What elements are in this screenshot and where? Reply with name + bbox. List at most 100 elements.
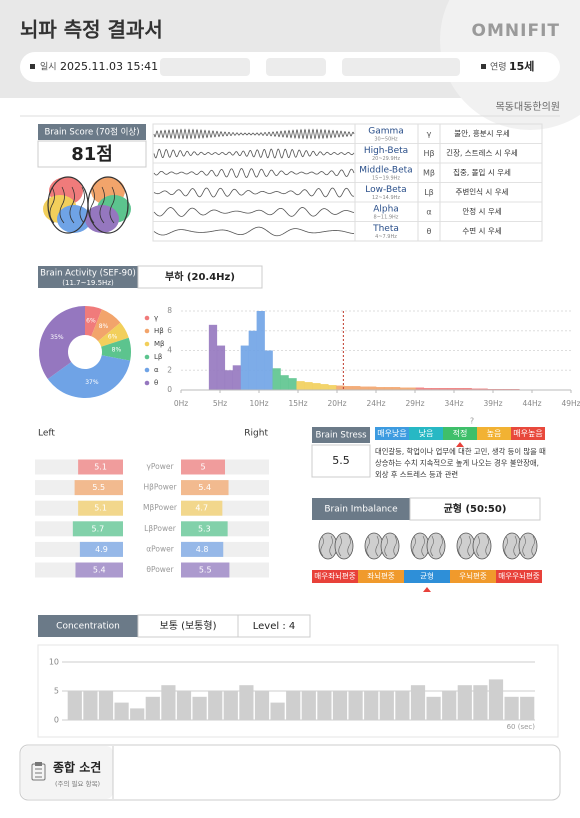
brain-fold (366, 535, 370, 557)
waveform (153, 226, 355, 237)
x-tick-label: 24Hz (366, 399, 385, 408)
power-label: LβPower (144, 524, 177, 533)
spectrum-bar (320, 384, 329, 390)
wave-name: Theta (372, 224, 399, 234)
bar (145, 696, 160, 720)
spectrum-bar (280, 375, 289, 390)
clinic: 목동대동한의원 (496, 101, 560, 113)
slice-label: 37% (85, 379, 99, 386)
legend-label: θ (154, 379, 158, 387)
bullet (30, 64, 35, 69)
waveform (153, 168, 355, 178)
level-seg (375, 427, 409, 440)
pie-slice (98, 322, 129, 347)
level-seg (409, 427, 443, 440)
x-tick-label: 5Hz (213, 399, 227, 408)
label-box (38, 615, 138, 637)
brain-fold (531, 535, 535, 557)
spectrum-bar (391, 387, 401, 390)
spectrum-bar (383, 387, 393, 390)
activity-value: 부하 (20.4Hz) (165, 270, 235, 283)
brain-fold (412, 535, 416, 557)
spectrum-bar (415, 387, 425, 390)
slice-label: 6% (108, 333, 118, 340)
level-label: 매우낮음 (377, 428, 406, 438)
power-value: 5.4 (93, 566, 106, 575)
brain-fold (69, 186, 75, 224)
spectrum-bar (224, 370, 234, 390)
age-label: 연령 (490, 61, 507, 73)
legend-dot (144, 341, 150, 347)
redacted (160, 58, 250, 76)
level-seg (511, 427, 545, 440)
power-label: αPower (146, 544, 175, 553)
brain-fold (485, 535, 489, 557)
wave-name: Low-Beta (365, 185, 406, 195)
label-box (312, 427, 370, 443)
bar (130, 708, 145, 720)
value-box (137, 265, 263, 289)
side-label: Left (38, 429, 55, 439)
y-tick-label: 10 (49, 658, 59, 667)
wave-range: 20~29.9Hz (372, 156, 400, 162)
wave-desc: 안정 시 우세 (462, 206, 501, 216)
brain-icon (518, 532, 538, 560)
power-bar (181, 541, 224, 557)
wave-name: Gamma (368, 127, 404, 137)
spectrum-bar (399, 387, 409, 390)
wave-name: High-Beta (364, 146, 408, 156)
wave-desc: 수면 시 우세 (462, 226, 501, 236)
label-box (38, 124, 146, 140)
x-tick-label: 44Hz (522, 399, 541, 408)
level-label: 높음 (487, 429, 502, 438)
power-value: 5.5 (199, 566, 212, 575)
value-box (237, 614, 311, 638)
wave-desc: 불안, 흥분시 우세 (454, 128, 510, 138)
brain-fold (393, 535, 397, 557)
bar (442, 691, 457, 720)
concentration-label: Concentration (56, 622, 120, 632)
stress-desc: 상승하는 수치 지속적으로 높게 나오는 경우 불안장애, (375, 459, 539, 468)
power-bar (181, 500, 223, 516)
power-value: 4.7 (195, 504, 208, 513)
power-value: 5 (200, 463, 205, 472)
spectrum-bar (256, 311, 265, 390)
slice-label: 8% (99, 323, 109, 330)
brain-outline (87, 176, 129, 234)
bar (379, 691, 394, 720)
wave-symbol: θ (427, 227, 432, 236)
pie-slice (39, 306, 85, 380)
bar (364, 691, 379, 720)
spectrum-bar (312, 383, 321, 390)
brain-icon (426, 532, 446, 560)
spectrum-bar (296, 381, 305, 390)
age: 15세 (509, 59, 534, 73)
bar (457, 685, 472, 720)
imbalance-value: 균형 (50:50) (444, 502, 507, 515)
wave-symbol: Hβ (423, 149, 434, 158)
level-seg (358, 570, 404, 583)
bar (426, 696, 441, 720)
bar (223, 691, 238, 720)
legend-dot (144, 367, 150, 373)
bar (395, 691, 410, 720)
value-box (37, 140, 147, 168)
level-label: 낮음 (419, 428, 434, 438)
level-seg (443, 427, 477, 440)
brain-fold (375, 535, 379, 557)
y-tick-label: 0 (167, 385, 172, 394)
power-bar (78, 500, 123, 516)
wave-range: 30~50Hz (374, 137, 398, 143)
brain-fold (504, 535, 508, 557)
redacted (342, 58, 460, 76)
score-value: 81점 (71, 144, 113, 165)
legend-dot (144, 354, 150, 360)
activity-range: (11.7~19.5Hz) (62, 279, 114, 287)
level-label: 우뇌편중 (459, 571, 487, 581)
spectrum-bar (431, 388, 440, 390)
power-value: 5.1 (94, 504, 107, 513)
bar (114, 702, 129, 720)
bar (254, 691, 270, 720)
x-tick-label: 20Hz (327, 399, 346, 408)
